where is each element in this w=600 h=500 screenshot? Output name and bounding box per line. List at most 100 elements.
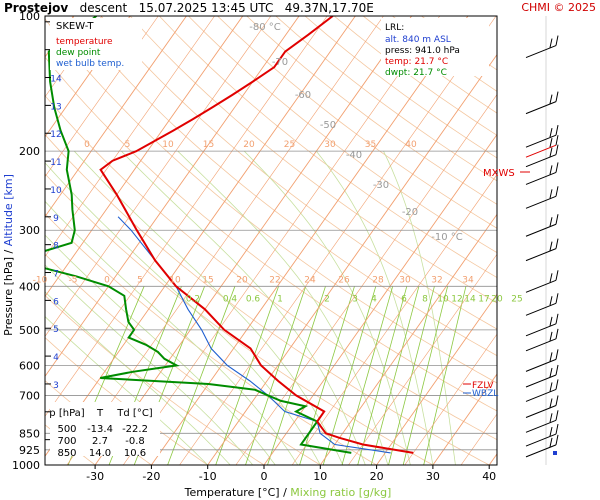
moist-adiabat [383,151,456,465]
isotherm-inner-label: -50 [320,120,336,131]
isotherm-line [319,213,497,465]
dry-adiabat [188,16,497,254]
mixing-ratio-label: 20 [491,294,503,304]
wind-barb-flag [555,313,559,324]
isotherm-line [263,133,497,465]
isotherm-line [432,373,497,465]
mixing-ratio-label: 17 [478,294,489,304]
isotherm-label: 5 [125,140,131,150]
wind-barb-shaft [525,323,557,337]
wind-barb-flag [549,331,553,341]
mixing-ratio-label: 4 [371,294,377,304]
isotherm-label: 20 [236,275,248,285]
isotherm-line [488,453,497,465]
isotherm-label: 0 [104,275,110,285]
legend-box [50,18,142,70]
isotherm-line [45,16,328,417]
mixing-ratio-label: 3 [352,294,358,304]
altitude-tick-label: 8 [53,242,59,252]
sounding-mode: descent [79,1,128,15]
isotherm-line [45,16,356,457]
wind-barb-flag [555,135,559,146]
wind-barb-flag [549,367,553,378]
wind-barb [525,125,559,148]
isotherm-line [207,53,497,465]
lrl-box [381,18,489,76]
wind-barb-flag [555,395,559,406]
wind-barb-flag [549,128,553,138]
table-header: Td [°C] [116,408,153,419]
wind-barb-shaft [525,154,557,168]
plot-frame [44,15,498,466]
mixing-ratio-label: 6 [401,294,407,304]
wind-barb [525,91,559,115]
x-tick-label: 20 [370,470,384,483]
wind-barb-shaft [525,223,557,237]
mixing-ratio-line [357,286,408,465]
wind-barb-flag [555,293,559,304]
mixing-ratio-label: 1 [277,294,283,304]
isotherm-label: -10 [33,275,48,285]
isotherm-label: 10 [169,275,181,285]
y-axis-label: Pressure [hPa] / Altitude [km] [2,174,15,336]
isotherm-line [404,333,497,465]
mixing-ratio-label: 14 [464,294,476,304]
table-header: p [hPa] [49,408,84,419]
wind-barb [525,349,559,372]
table-cell: 10.6 [124,448,146,459]
mixing-ratio-label: 0.2 [186,294,200,304]
wind-barb [525,313,559,337]
wind-barb-flag [555,162,559,173]
wind-barb-shaft [525,248,557,262]
isotherm-label: 22 [269,275,280,285]
mixing-ratio-label: 25 [511,294,522,304]
wind-barb [525,238,559,262]
wind-barb-flag [549,437,553,447]
wind-barb [525,328,559,352]
wind-barb-flag [549,147,553,157]
dry-adiabat [217,16,497,229]
isotherm-line [45,16,244,298]
mixing-ratio-line [167,286,236,465]
wind-barb-flag [549,352,553,362]
table-cell: 500 [57,424,76,435]
isotherm-line [66,16,384,465]
dry-adiabat [45,56,497,412]
wind-barb [525,410,559,433]
x-tick-label: -10 [199,470,217,483]
credit-text: CHMI © 2025 [521,1,596,14]
wind-barb-shaft [525,433,557,447]
wind-barb-flag [549,426,553,437]
mixing-ratio-line [341,286,394,465]
wind-barb [525,186,559,209]
table-cell: -0.8 [125,436,145,447]
dew-point-line [45,16,352,454]
lrl-title: LRL: [385,23,404,33]
legend-dew-point: dew point [56,48,101,58]
pressure-tick-label: 925 [19,444,40,457]
wind-barb [525,144,559,168]
wind-barb-flag [555,214,559,225]
altitude-tick-label: 7 [53,270,59,280]
lrl-press: press: 941.0 hPa [385,46,460,56]
pressure-tick-label: 100 [19,10,40,23]
table-cell: 700 [57,436,76,447]
dry-adiabat [100,16,497,330]
isotherm-inner-label: -30 [373,180,389,191]
isotherm-label: 15 [203,140,214,150]
pressure-tick-label: 200 [19,145,40,158]
x-axis-label: Temperature [°C] / Mixing ratio [g/kg] [184,486,392,499]
isotherm-label: 35 [365,140,376,150]
pressure-tick-label: 850 [19,427,40,440]
isotherm-label: 40 [405,140,417,150]
wind-barb-shaft [525,388,557,402]
wind-barb-flag [549,189,553,199]
altitude-tick-label: 5 [53,325,59,335]
legend-wet-bulb: wet bulb temp. [56,59,124,69]
wind-barb-shaft [525,45,557,59]
wind-barb-flag [555,410,559,421]
wind-barb [525,214,559,237]
wind-barb-shaft [525,405,557,418]
